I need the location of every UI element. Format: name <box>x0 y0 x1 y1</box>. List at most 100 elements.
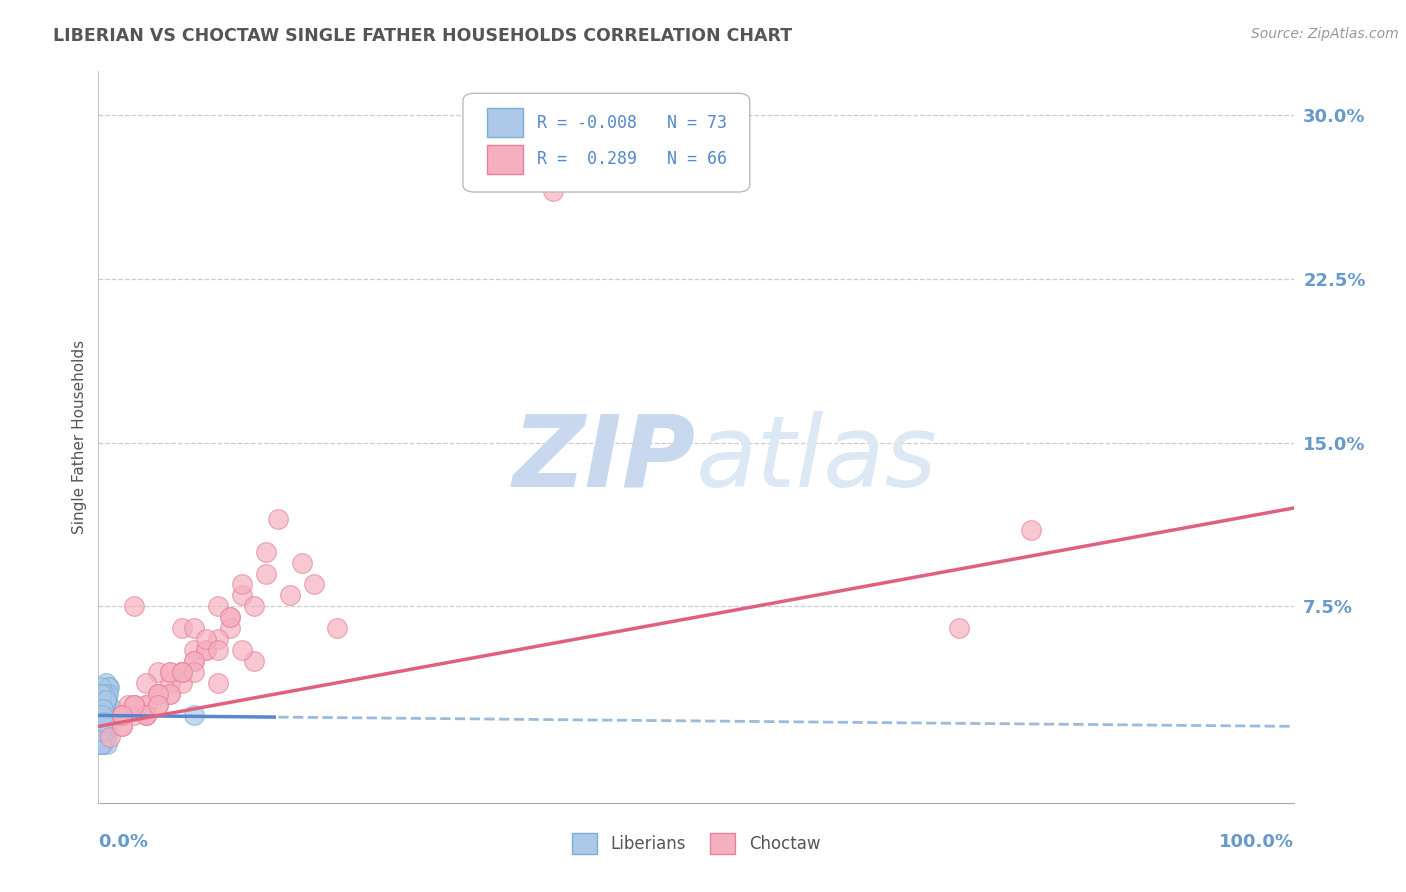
Point <box>91 693 114 707</box>
Point <box>111 719 134 733</box>
Point <box>93 723 115 738</box>
Point <box>91 702 114 716</box>
Point <box>93 723 115 738</box>
Point <box>93 687 115 701</box>
Point <box>91 719 114 733</box>
Point <box>195 643 218 657</box>
Point <box>91 723 114 738</box>
Point <box>172 665 194 679</box>
Legend: Liberians, Choctaw: Liberians, Choctaw <box>565 827 827 860</box>
Point <box>91 737 114 751</box>
Point <box>96 687 118 701</box>
Point <box>135 708 157 723</box>
Point <box>111 708 134 723</box>
Point <box>96 731 118 745</box>
Point <box>101 702 124 716</box>
Point <box>219 621 242 635</box>
Point <box>124 599 146 614</box>
Text: 0.0%: 0.0% <box>98 833 149 851</box>
Point <box>94 693 117 707</box>
Point <box>172 665 194 679</box>
Point <box>90 737 112 751</box>
Point <box>91 714 114 729</box>
Point <box>541 185 564 199</box>
Point <box>254 566 277 581</box>
Point <box>254 545 277 559</box>
Point <box>207 643 229 657</box>
Text: R =  0.289   N = 66: R = 0.289 N = 66 <box>537 150 727 168</box>
Point <box>91 737 114 751</box>
Point <box>159 687 181 701</box>
Point <box>148 698 170 712</box>
Point <box>124 708 146 723</box>
Point <box>183 654 205 668</box>
Point <box>135 698 157 712</box>
Point <box>90 723 112 738</box>
Point <box>90 687 112 701</box>
Point <box>111 708 134 723</box>
FancyBboxPatch shape <box>486 145 523 174</box>
Point <box>91 702 114 716</box>
Point <box>159 665 181 679</box>
Point <box>148 665 170 679</box>
Point <box>97 687 120 701</box>
Point <box>91 737 114 751</box>
Point <box>96 708 118 723</box>
Point <box>94 702 117 716</box>
Point <box>948 621 970 635</box>
Point <box>195 643 218 657</box>
Point <box>90 723 112 738</box>
Text: Source: ZipAtlas.com: Source: ZipAtlas.com <box>1251 27 1399 41</box>
Point <box>172 621 194 635</box>
Point <box>98 719 122 733</box>
Point <box>90 737 112 751</box>
Point <box>94 675 117 690</box>
Point <box>135 675 157 690</box>
Point <box>93 698 115 712</box>
Point <box>96 693 118 707</box>
Point <box>278 588 301 602</box>
Point <box>90 687 112 701</box>
Text: 100.0%: 100.0% <box>1219 833 1294 851</box>
Point <box>183 654 205 668</box>
Point <box>172 675 194 690</box>
Point <box>124 698 146 712</box>
Point <box>326 621 349 635</box>
Point <box>91 723 114 738</box>
Text: ZIP: ZIP <box>513 410 696 508</box>
Point <box>183 643 205 657</box>
Point <box>93 708 115 723</box>
Point <box>231 643 253 657</box>
Point <box>93 708 115 723</box>
Point <box>91 702 114 716</box>
Point <box>98 731 122 745</box>
Point <box>148 687 170 701</box>
Point <box>91 723 114 738</box>
Point <box>243 654 266 668</box>
Point <box>93 708 115 723</box>
Point <box>231 577 253 591</box>
Point <box>90 723 112 738</box>
Point <box>91 708 114 723</box>
Point <box>94 693 117 707</box>
Point <box>111 719 134 733</box>
Point <box>159 687 181 701</box>
Point <box>172 665 194 679</box>
Point <box>90 702 112 716</box>
Point <box>97 714 120 729</box>
Point <box>231 588 253 602</box>
Point <box>93 714 115 729</box>
Point <box>91 708 114 723</box>
Point <box>183 665 205 679</box>
Point <box>111 708 134 723</box>
Text: atlas: atlas <box>696 410 938 508</box>
Point <box>90 702 112 716</box>
Text: LIBERIAN VS CHOCTAW SINGLE FATHER HOUSEHOLDS CORRELATION CHART: LIBERIAN VS CHOCTAW SINGLE FATHER HOUSEH… <box>53 27 793 45</box>
Point <box>124 698 146 712</box>
Point <box>91 731 114 745</box>
Point <box>94 708 117 723</box>
Point <box>207 599 229 614</box>
Point <box>90 737 112 751</box>
Point <box>97 723 120 738</box>
Point <box>91 719 114 733</box>
